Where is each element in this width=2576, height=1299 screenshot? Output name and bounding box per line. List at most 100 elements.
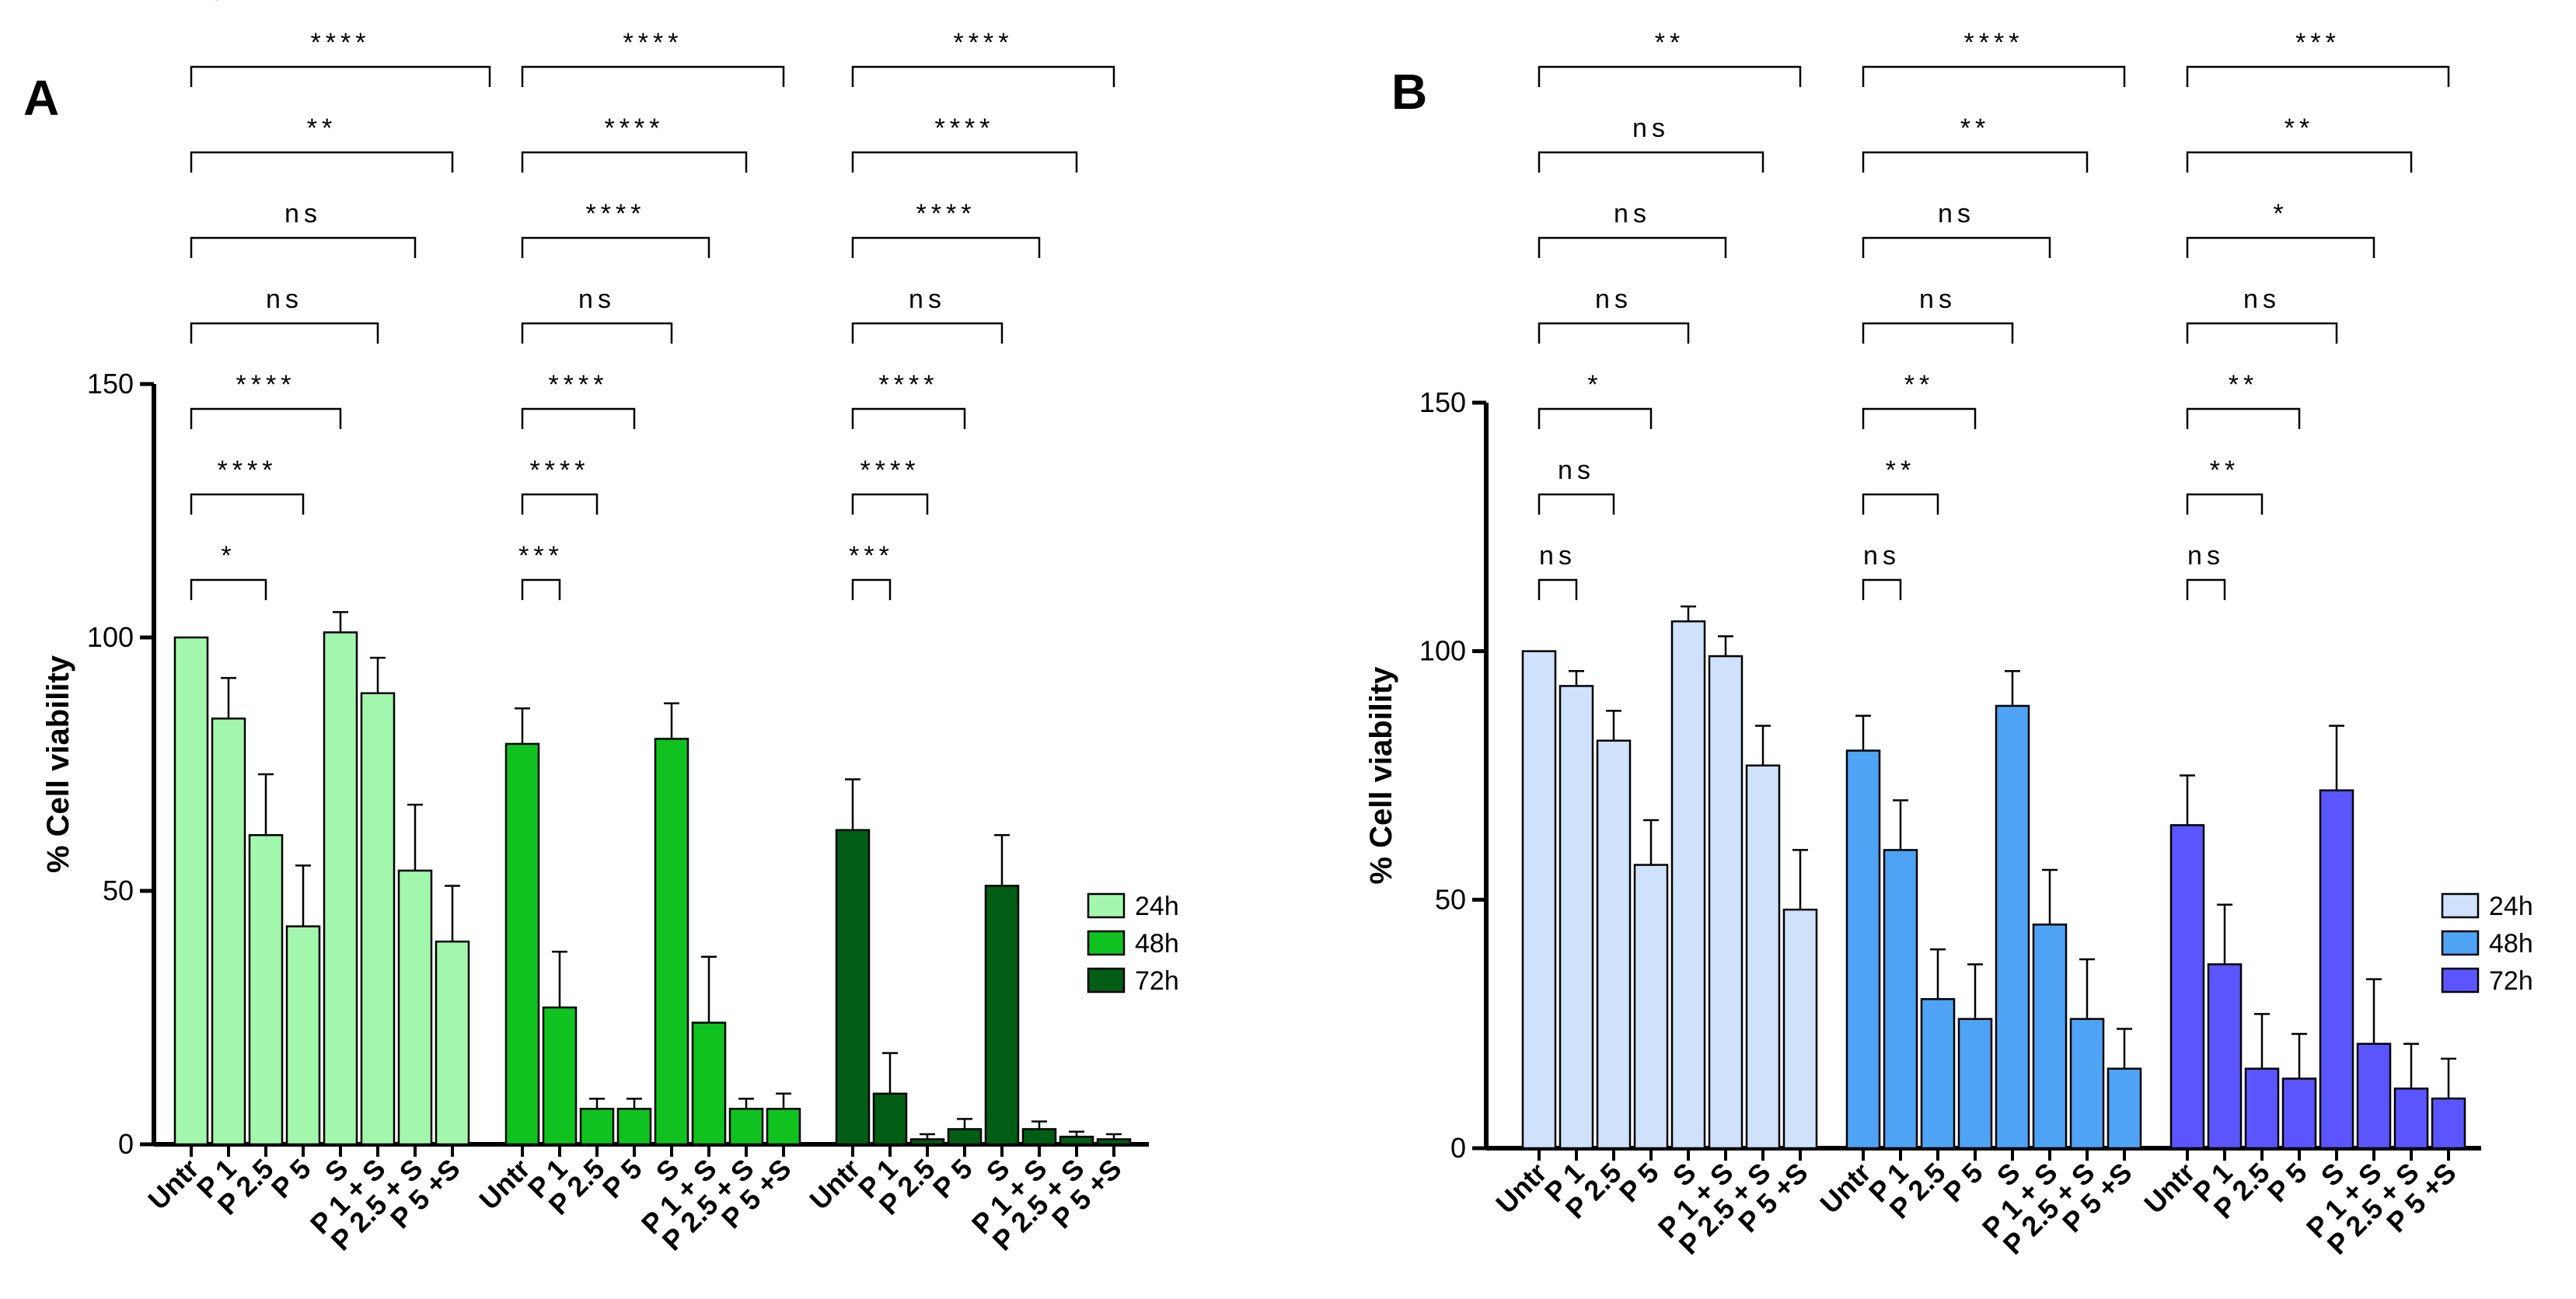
bar-72h-P 1 — [2207, 963, 2243, 1150]
significance-bracket — [521, 65, 785, 87]
significance-bracket — [1538, 322, 1690, 344]
significance-label: ** — [1655, 28, 1684, 58]
bar-48h-P 1 — [542, 1006, 578, 1146]
bar-72h-P 2.5 — [909, 1138, 945, 1146]
bar-24h-P 1 — [1559, 685, 1594, 1150]
significance-label: ns — [1632, 113, 1670, 143]
significance-label: ** — [2210, 456, 2239, 485]
significance-bracket — [851, 322, 1004, 344]
legend-label: 72h — [1135, 966, 1179, 996]
bar-72h-P 1 + S — [2356, 1042, 2392, 1150]
significance-label: ns — [266, 285, 303, 314]
bar-48h-P 1 + S — [2032, 924, 2068, 1150]
legend-label: 24h — [1135, 892, 1179, 921]
significance-label: ns — [1595, 285, 1632, 314]
bar-72h-Untr — [835, 829, 871, 1146]
significance-bracket — [190, 322, 379, 344]
significance-label: ns — [2187, 541, 2225, 571]
legend-swatch-48h — [1087, 930, 1126, 956]
significance-bracket — [521, 493, 599, 515]
significance-label: **** — [530, 456, 590, 485]
bar-24h-P 1 + S — [360, 692, 396, 1146]
significance-label: ** — [307, 113, 337, 143]
significance-bracket — [521, 578, 561, 600]
x-tick-label: P 5 — [265, 1153, 317, 1205]
significance-bracket — [1862, 236, 2051, 258]
significance-bracket — [190, 151, 454, 173]
significance-label: ns — [1919, 285, 1956, 314]
significance-label: ns — [284, 199, 322, 229]
bar-24h-P 1 — [211, 718, 246, 1146]
significance-bracket — [851, 578, 892, 600]
bar-48h-P 5 — [616, 1108, 652, 1146]
legend-label: 72h — [2489, 966, 2533, 996]
significance-bracket — [190, 407, 342, 429]
bar-24h-P 5 — [1633, 864, 1669, 1150]
significance-label: *** — [2295, 28, 2340, 58]
bar-24h-P 2.5 + S — [1745, 764, 1781, 1150]
bar-48h-P 1 + S — [691, 1021, 727, 1146]
bar-72h-P 5 +S — [2431, 1097, 2466, 1150]
significance-bracket — [2186, 322, 2338, 344]
panel-letter: A — [23, 70, 59, 126]
bar-72h-P 5 +S — [1096, 1138, 1132, 1146]
bar-72h-S — [984, 885, 1020, 1146]
significance-label: **** — [586, 199, 646, 229]
y-tick-label: 100 — [87, 621, 134, 653]
bar-24h-Untr — [1521, 650, 1557, 1150]
bar-24h-P 1 + S — [1708, 655, 1744, 1150]
significance-label: **** — [605, 113, 665, 143]
bar-72h-P 2.5 — [2244, 1067, 2280, 1150]
y-axis-label: % Cell viability — [1364, 666, 1398, 885]
bar-72h-P 5 — [2281, 1077, 2317, 1150]
significance-label: ** — [2229, 370, 2258, 400]
significance-bracket — [1862, 65, 2126, 87]
significance-bracket — [521, 322, 673, 344]
significance-label: **** — [623, 28, 683, 58]
legend-swatch-72h — [1087, 967, 1126, 993]
significance-label: **** — [549, 370, 609, 400]
bar-48h-Untr — [504, 742, 540, 1146]
bar-48h-P 2.5 + S — [2069, 1018, 2105, 1150]
significance-label: **** — [954, 28, 1014, 58]
significance-label: ns — [578, 285, 616, 314]
bar-72h-P 5 — [947, 1128, 983, 1146]
significance-label: ns — [191, 0, 229, 6]
significance-bracket — [1862, 578, 1902, 600]
x-tick-label: P 5 — [2261, 1157, 2313, 1209]
bar-24h-P 2.5 + S — [397, 869, 433, 1146]
legend-swatch-24h — [1087, 892, 1126, 919]
y-tick-label: 100 — [1419, 635, 1466, 667]
significance-label: **** — [311, 28, 371, 58]
significance-bracket — [1538, 407, 1653, 429]
significance-bracket — [2186, 578, 2226, 600]
legend-swatch-48h — [2441, 930, 2480, 956]
x-tick-label: P 5 — [1613, 1157, 1665, 1209]
x-tick-label: P 5 — [927, 1153, 979, 1205]
significance-label: ns — [1614, 199, 1651, 229]
bar-72h-P 2.5 + S — [2393, 1088, 2429, 1150]
bar-24h-S — [323, 631, 358, 1146]
significance-bracket — [1538, 65, 1802, 87]
significance-label: **** — [916, 199, 976, 229]
significance-bracket — [2186, 151, 2413, 173]
significance-bracket — [190, 578, 267, 600]
significance-label: * — [2273, 199, 2288, 229]
significance-label: **** — [860, 456, 920, 485]
significance-label: **** — [1964, 28, 2024, 58]
bar-24h-P 2.5 — [1596, 739, 1632, 1150]
significance-bracket — [851, 65, 1115, 87]
significance-bracket — [1538, 236, 1727, 258]
bar-72h-S — [2319, 789, 2354, 1150]
significance-bracket — [521, 407, 636, 429]
significance-bracket — [1538, 493, 1615, 515]
significance-bracket — [851, 151, 1078, 173]
significance-label: * — [1587, 370, 1602, 400]
significance-label: *** — [849, 541, 894, 571]
significance-bracket — [851, 407, 966, 429]
significance-label: *** — [518, 541, 564, 571]
y-tick-label: 50 — [1435, 883, 1466, 915]
significance-bracket — [190, 65, 491, 87]
significance-bracket — [1862, 407, 1977, 429]
